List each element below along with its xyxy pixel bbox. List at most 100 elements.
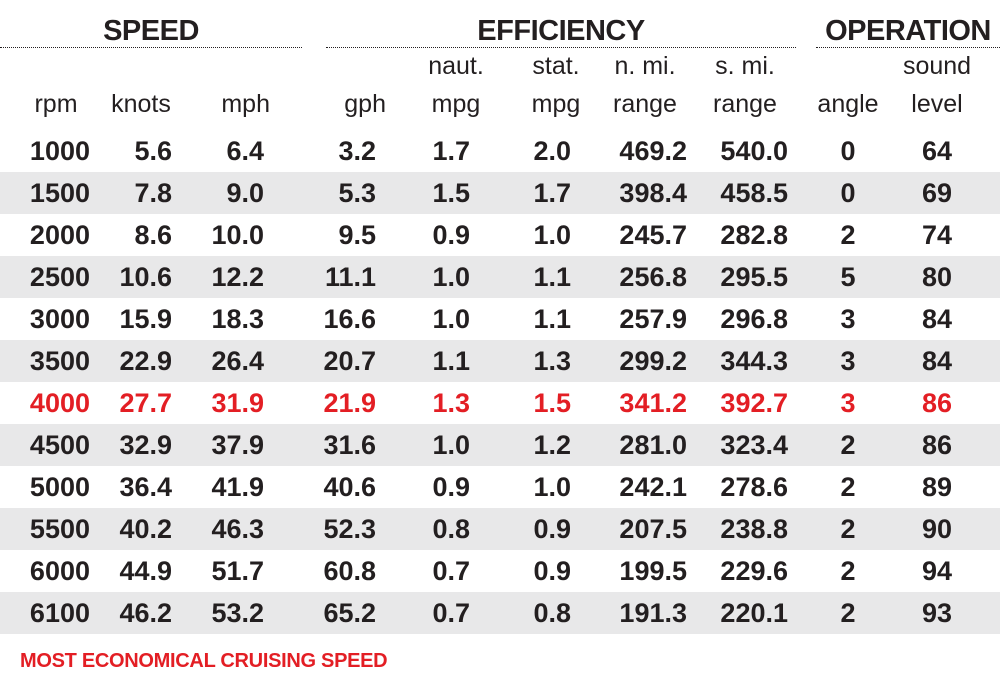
cell-mph: 53.2: [211, 598, 264, 628]
cell-knots: 15.9: [119, 304, 172, 334]
table-row: 5000 36.4 41.9 40.6 0.9 1.0 242.1 278.6 2 89: [0, 466, 1000, 508]
cell-naut-mpg: 1.0: [432, 262, 470, 292]
header-stat-mpg-line2: mpg: [531, 90, 581, 118]
cell-nmi-range: 191.3: [619, 598, 687, 628]
cell-knots: 46.2: [119, 598, 172, 628]
cell-sound-level: 69: [921, 178, 953, 208]
cell-sound-level: 84: [921, 346, 953, 376]
table-row: 6100 46.2 53.2 65.2 0.7 0.8 191.3 220.1 2 93: [0, 592, 1000, 634]
cell-mph: 12.2: [211, 262, 264, 292]
header-smi-range-line2: range: [713, 90, 777, 118]
cell-mph: 18.3: [211, 304, 264, 334]
cell-gph: 3.2: [338, 136, 376, 166]
cell-stat-mpg: 1.0: [533, 220, 571, 250]
cell-naut-mpg: 1.7: [432, 136, 470, 166]
cell-naut-mpg: 1.1: [432, 346, 470, 376]
header-angle: angle: [817, 90, 879, 118]
cell-sound-level: 94: [921, 556, 953, 586]
cell-nmi-range: 256.8: [619, 262, 687, 292]
footnote-legend: MOST ECONOMICAL CRUISING SPEED: [20, 650, 388, 672]
cell-stat-mpg: 1.3: [533, 346, 571, 376]
table-row: 6000 44.9 51.7 60.8 0.7 0.9 199.5 229.6 2 94: [0, 550, 1000, 592]
header-knots: knots: [111, 90, 171, 118]
cell-mph: 31.9: [211, 388, 264, 418]
cell-gph: 11.1: [324, 262, 376, 292]
group-rule-efficiency: [326, 47, 796, 48]
cell-smi-range: 238.8: [720, 514, 788, 544]
table-row: 1500 7.8 9.0 5.3 1.5 1.7 398.4 458.5 0 69: [0, 172, 1000, 214]
cell-nmi-range: 398.4: [619, 178, 687, 208]
cell-nmi-range: 242.1: [619, 472, 687, 502]
cell-angle: 2: [840, 514, 856, 544]
cell-mph: 6.4: [226, 136, 264, 166]
cell-stat-mpg: 1.5: [533, 388, 571, 418]
cell-sound-level: 80: [921, 262, 953, 292]
cell-nmi-range: 257.9: [619, 304, 687, 334]
cell-rpm: 1500: [29, 178, 90, 208]
cell-angle: 5: [840, 262, 856, 292]
header-smi-range-line1: s. mi.: [715, 52, 775, 80]
header-gph: gph: [344, 90, 386, 118]
cell-nmi-range: 199.5: [619, 556, 687, 586]
cell-mph: 46.3: [211, 514, 264, 544]
cell-gph: 40.6: [323, 472, 376, 502]
cell-sound-level: 86: [921, 430, 953, 460]
cell-sound-level: 93: [921, 598, 953, 628]
cell-gph: 60.8: [323, 556, 376, 586]
cell-knots: 36.4: [119, 472, 172, 502]
cell-knots: 22.9: [119, 346, 172, 376]
cell-gph: 65.2: [323, 598, 376, 628]
cell-sound-level: 84: [921, 304, 953, 334]
cell-stat-mpg: 1.0: [533, 472, 571, 502]
cell-angle: 2: [840, 598, 856, 628]
cell-smi-range: 323.4: [720, 430, 788, 460]
cell-rpm: 2500: [29, 262, 90, 292]
cell-naut-mpg: 1.0: [432, 304, 470, 334]
cell-nmi-range: 245.7: [619, 220, 687, 250]
cell-knots: 10.6: [119, 262, 172, 292]
cell-stat-mpg: 0.8: [533, 598, 571, 628]
cell-naut-mpg: 0.8: [432, 514, 470, 544]
cell-stat-mpg: 0.9: [533, 514, 571, 544]
cell-naut-mpg: 0.7: [432, 598, 470, 628]
group-rule-operation: [816, 47, 1000, 48]
cell-naut-mpg: 0.7: [432, 556, 470, 586]
cell-naut-mpg: 1.5: [432, 178, 470, 208]
cell-naut-mpg: 0.9: [432, 472, 470, 502]
cell-smi-range: 344.3: [720, 346, 788, 376]
cell-rpm: 3000: [29, 304, 90, 334]
cell-smi-range: 278.6: [720, 472, 788, 502]
cell-knots: 40.2: [119, 514, 172, 544]
cell-stat-mpg: 0.9: [533, 556, 571, 586]
cell-angle: 2: [840, 556, 856, 586]
cell-naut-mpg: 0.9: [432, 220, 470, 250]
cell-angle: 2: [840, 430, 856, 460]
table-row: 2000 8.6 10.0 9.5 0.9 1.0 245.7 282.8 2 74: [0, 214, 1000, 256]
cell-nmi-range: 207.5: [619, 514, 687, 544]
cell-naut-mpg: 1.3: [432, 388, 470, 418]
cell-angle: 3: [840, 388, 856, 418]
table-body: 1000 5.6 6.4 3.2 1.7 2.0 469.2 540.0 0 64 1500 7.8 9…: [0, 130, 1000, 634]
cell-sound-level: 89: [921, 472, 953, 502]
cell-gph: 16.6: [323, 304, 376, 334]
cell-smi-range: 296.8: [720, 304, 788, 334]
table-row: 3000 15.9 18.3 16.6 1.0 1.1 257.9 296.8 3 84: [0, 298, 1000, 340]
cell-rpm: 4500: [29, 430, 90, 460]
cell-stat-mpg: 2.0: [533, 136, 571, 166]
cell-rpm: 6000: [29, 556, 90, 586]
cell-gph: 9.5: [338, 220, 376, 250]
cell-rpm: 3500: [29, 346, 90, 376]
header-naut-mpg-line2: mpg: [431, 90, 481, 118]
cell-gph: 5.3: [338, 178, 376, 208]
cell-mph: 10.0: [211, 220, 264, 250]
header-nmi-range-line1: n. mi.: [614, 52, 676, 80]
cell-mph: 41.9: [211, 472, 264, 502]
cell-rpm: 1000: [29, 136, 90, 166]
table-row: 4500 32.9 37.9 31.6 1.0 1.2 281.0 323.4 2 86: [0, 424, 1000, 466]
cell-nmi-range: 281.0: [619, 430, 687, 460]
cell-gph: 21.9: [323, 388, 376, 418]
header-stat-mpg-line1: stat.: [532, 52, 580, 80]
cell-smi-range: 540.0: [720, 136, 788, 166]
cell-sound-level: 86: [921, 388, 953, 418]
